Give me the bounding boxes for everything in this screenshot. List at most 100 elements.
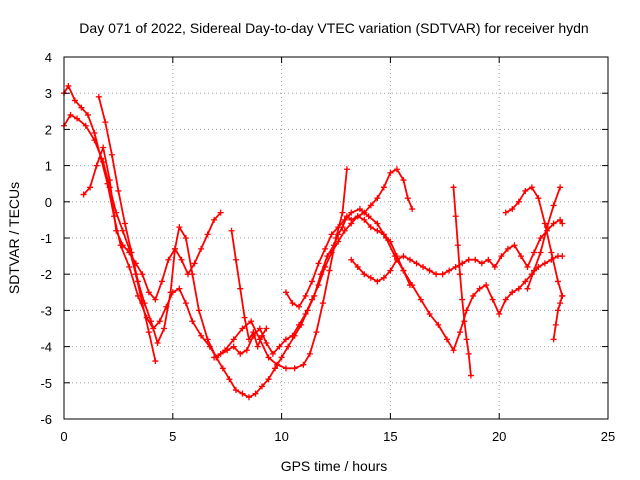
data-point [230,343,237,350]
data-point [524,285,531,292]
data-point [230,336,237,343]
data-point [341,227,348,234]
data-point [550,220,557,227]
data-point [121,220,128,227]
data-point [102,119,109,126]
data-point [134,292,141,299]
data-point [354,213,361,220]
data-point [237,350,244,357]
data-point [178,256,185,263]
data-point [254,343,261,350]
data-point [291,365,298,372]
data-point [269,350,276,357]
plot-area [61,82,566,401]
data-point [259,332,266,339]
y-tick-label: 2 [45,122,52,137]
data-point [557,216,564,223]
data-point [541,220,548,227]
data-point [128,249,135,256]
data-point [400,177,407,184]
data-point [300,361,307,368]
data-point [470,292,477,299]
data-point [278,354,285,361]
data-point [391,253,398,260]
data-point [541,260,548,267]
data-point [148,318,155,325]
data-point [119,242,126,249]
y-tick-label: 4 [45,50,52,65]
data-point [113,227,120,234]
x-tick-label: 10 [274,429,288,444]
data-point [348,256,355,263]
data-point [374,220,381,227]
y-axis-label: SDTVAR / TECUs [6,182,22,294]
data-point [406,256,413,263]
data-point [465,350,472,357]
x-tick-label: 15 [383,429,397,444]
data-point [189,318,196,325]
data-point [198,332,205,339]
data-point [374,195,381,202]
data-point [245,336,252,343]
data-point [252,390,259,397]
data-point [302,292,309,299]
axis-ticks: 0 5 10 15 20 25 -6 -5 -4 -3 -2 -1 0 1 2 3 4 [40,50,615,444]
data-point [343,166,350,173]
data-point [154,339,161,346]
data-point [315,260,322,267]
data-point [504,245,511,252]
y-tick-label: -1 [40,231,52,246]
y-tick-label: 3 [45,86,52,101]
data-point [476,285,483,292]
x-tick-label: 20 [492,429,506,444]
data-point [182,300,189,307]
data-point [126,263,133,270]
series-sat-g [282,206,566,354]
data-point [491,263,498,270]
data-point [211,354,218,361]
data-point [522,187,529,194]
data-point [439,271,446,278]
data-point [404,195,411,202]
data-point [339,209,346,216]
data-point [115,187,122,194]
data-point [535,263,542,270]
data-point [509,206,516,213]
series-sat-k [524,184,564,292]
data-point [161,325,168,332]
data-point [71,97,78,104]
data-point [511,242,518,249]
data-point [524,263,531,270]
data-point [365,213,372,220]
data-point [452,263,459,270]
series-sat-f [228,227,270,350]
data-point [259,383,266,390]
data-point [165,256,172,263]
data-point [217,209,224,216]
series-sat-j [502,184,566,299]
data-point [322,263,329,270]
data-point [237,285,244,292]
data-point [108,151,115,158]
data-point [531,249,538,256]
data-point [143,314,150,321]
data-point [152,296,159,303]
data-point [450,347,457,354]
data-point [80,191,87,198]
data-point [250,329,257,336]
data-point [176,224,183,231]
data-point [217,350,224,357]
data-point [559,253,566,260]
data-point [309,296,316,303]
data-point [361,271,368,278]
data-point [544,224,551,231]
data-point [465,256,472,263]
data-point [152,358,159,365]
data-point [239,390,246,397]
data-point [348,220,355,227]
data-point [248,318,255,325]
data-point [380,184,387,191]
data-point [191,260,198,267]
